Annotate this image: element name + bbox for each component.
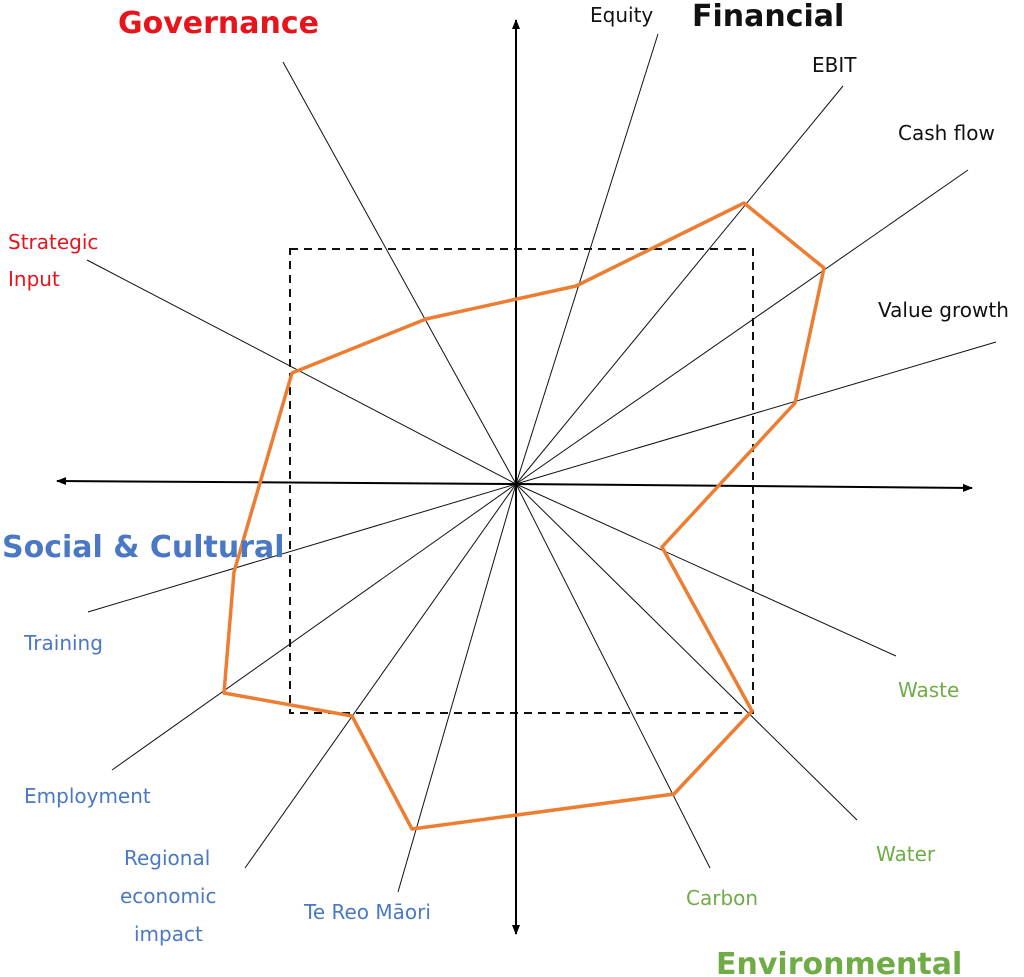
spoke-te-reo — [397, 483, 517, 893]
quadrant-social-cultural: Social & Cultural — [2, 530, 285, 565]
spoke-employment — [111, 483, 517, 771]
label-cash-flow: Cash flow — [898, 121, 995, 145]
label-employment: Employment — [24, 784, 151, 808]
label-regional-line2: economic — [120, 884, 216, 908]
label-water: Water — [876, 842, 936, 866]
spoke-training — [87, 483, 517, 613]
spoke-strategic-input — [86, 259, 517, 485]
profile-polygon — [222, 201, 826, 831]
spoke-water — [515, 483, 858, 821]
label-regional-line1: Regional — [124, 846, 210, 870]
label-ebit: EBIT — [812, 53, 857, 77]
label-equity: Equity — [590, 3, 653, 27]
label-strategic-line1: Strategic — [8, 230, 98, 254]
label-strategic-line2: Input — [8, 267, 60, 291]
spoke-ebit — [515, 85, 844, 485]
quadrant-financial: Financial — [692, 0, 844, 34]
quadrant-environmental: Environmental — [716, 947, 962, 977]
radial-spokes — [86, 33, 997, 893]
spoke-value-growth — [515, 341, 997, 485]
horizontal-axis-left — [56, 477, 517, 486]
spoke-regional — [244, 483, 517, 869]
spoke-equity — [515, 33, 659, 485]
label-te-reo-maori: Te Reo Māori — [303, 900, 431, 924]
label-regional-line3: impact — [134, 922, 203, 946]
spoke-carbon — [515, 483, 711, 869]
spoke-cash-flow — [515, 169, 969, 485]
horizontal-axis — [515, 483, 973, 492]
spoke-governance — [282, 61, 517, 485]
spoke-waste — [515, 483, 897, 657]
label-value-growth: Value growth — [878, 298, 1009, 322]
label-carbon: Carbon — [686, 886, 758, 910]
label-waste: Waste — [898, 678, 959, 702]
label-training: Training — [23, 631, 103, 655]
dashed-reference-box — [289, 248, 754, 714]
quadrant-governance: Governance — [118, 6, 319, 41]
